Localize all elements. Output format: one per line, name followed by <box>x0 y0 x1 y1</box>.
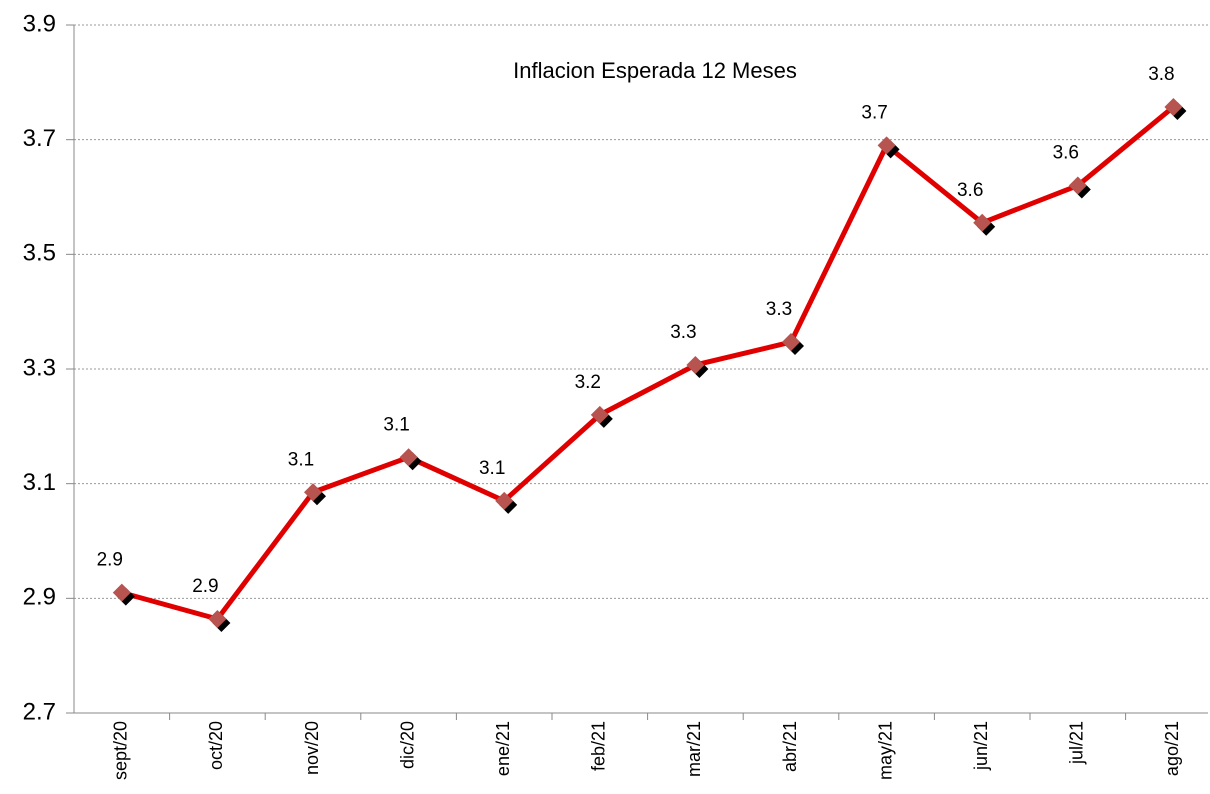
data-label: 3.6 <box>1053 143 1079 164</box>
data-label: 3.6 <box>957 180 983 201</box>
data-label: 2.9 <box>192 576 218 597</box>
x-tick-label: jul/21 <box>1067 721 1087 765</box>
marker <box>112 583 131 602</box>
data-label: 3.8 <box>1148 64 1174 85</box>
y-tick-label: 2.9 <box>23 584 56 611</box>
x-tick-label: feb/21 <box>589 721 609 771</box>
x-tick-label: jun/21 <box>971 721 991 771</box>
x-tick-label: abr/21 <box>780 721 800 772</box>
x-tick-label: sept/20 <box>111 721 131 780</box>
marker <box>782 333 800 352</box>
marker <box>208 609 227 628</box>
chart-title: Inflacion Esperada 12 Meses <box>513 58 797 83</box>
data-label: 3.1 <box>383 414 409 435</box>
data-label: 3.1 <box>288 449 314 470</box>
marker <box>399 448 418 467</box>
data-label: 3.7 <box>861 102 887 123</box>
marker <box>304 483 322 502</box>
marker <box>495 491 514 510</box>
marker <box>973 213 992 232</box>
marker <box>686 355 705 374</box>
x-tick-label: oct/20 <box>206 721 226 770</box>
x-tick-label: mar/21 <box>684 721 704 777</box>
x-tick-label: nov/20 <box>302 721 322 775</box>
x-tick-label: ene/21 <box>493 721 513 776</box>
y-tick-label: 3.5 <box>23 240 56 267</box>
marker <box>1068 176 1087 195</box>
marker <box>590 405 609 424</box>
y-tick-label: 3.3 <box>23 354 56 381</box>
data-label: 2.9 <box>97 550 123 571</box>
x-tick-label: may/21 <box>875 721 895 780</box>
x-tick-label: ago/21 <box>1162 721 1182 776</box>
marker <box>1164 97 1183 116</box>
data-label: 3.3 <box>766 299 792 320</box>
y-tick-label: 3.1 <box>23 469 56 496</box>
marker <box>877 136 896 155</box>
x-tick-label: dic/20 <box>397 721 417 769</box>
y-tick-label: 3.9 <box>23 10 56 37</box>
data-label: 3.2 <box>575 372 601 393</box>
data-label: 3.3 <box>670 322 696 343</box>
data-label: 3.1 <box>479 458 505 479</box>
y-tick-label: 2.7 <box>23 698 56 725</box>
y-tick-label: 3.7 <box>23 125 56 152</box>
line <box>121 105 1175 622</box>
